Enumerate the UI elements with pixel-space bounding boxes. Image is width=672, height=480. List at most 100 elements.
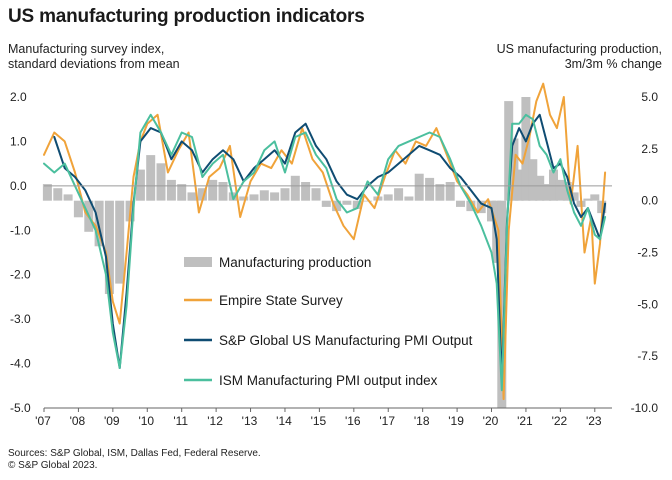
- production-bar: [497, 200, 507, 408]
- production-bar: [63, 194, 73, 201]
- x-tick-label: '08: [70, 414, 86, 428]
- left-tick-label: -3.0: [10, 312, 31, 326]
- production-bar: [504, 101, 514, 201]
- production-bar: [414, 173, 424, 201]
- production-bar: [363, 200, 373, 202]
- production-bar: [259, 190, 269, 201]
- survey-lines: [43, 82, 607, 401]
- right-axis-label: US manufacturing production, 3m/3m % cha…: [497, 42, 662, 72]
- production-bar: [270, 192, 280, 201]
- chart-title: US manufacturing production indicators: [8, 6, 365, 27]
- left-axis-label-line-1: Manufacturing survey index,: [8, 42, 165, 56]
- source-note: Sources: S&P Global, ISM, Dallas Fed, Fe…: [8, 448, 261, 472]
- source-line-1: Sources: S&P Global, ISM, Dallas Fed, Fe…: [8, 448, 261, 459]
- production-bar: [218, 182, 228, 201]
- production-bar: [542, 184, 552, 201]
- series-line-s-p-global-us-manufacturing-pmi-output: [53, 113, 607, 383]
- production-bar: [104, 200, 114, 294]
- right-tick-label: -5.0: [637, 297, 658, 311]
- x-tick-label: '20: [483, 414, 499, 428]
- production-bar: [135, 169, 145, 201]
- x-tick-label: '21: [517, 414, 533, 428]
- production-bar: [73, 200, 83, 218]
- x-tick-label: '23: [586, 414, 602, 428]
- production-bar: [42, 184, 52, 201]
- series-line-empire-state-survey: [43, 82, 607, 401]
- copyright-line: © S&P Global 2023.: [8, 460, 98, 471]
- x-tick-label: '17: [379, 414, 395, 428]
- x-tick-label: '07: [35, 414, 51, 428]
- x-tick-label: '22: [552, 414, 568, 428]
- production-bar: [290, 175, 300, 201]
- left-tick-label: 2.0: [10, 90, 27, 104]
- production-bar: [249, 194, 259, 201]
- left-tick-label: -1.0: [10, 223, 31, 237]
- legend-label: Manufacturing production: [219, 255, 371, 270]
- x-tick-label: '10: [138, 414, 154, 428]
- left-tick-label: -2.0: [10, 268, 31, 282]
- production-bar: [146, 155, 156, 201]
- production-bar: [187, 192, 197, 201]
- production-bar: [549, 169, 558, 201]
- production-bar: [321, 200, 331, 207]
- chart-axes: 2.0 1.0 0.0 -1.0 -2.0 -3.0 -4.0 -5.0 5.0 2.5 0.0 -2…: [10, 90, 658, 428]
- x-tick-label: '11: [173, 414, 188, 428]
- legend-label: ISM Manufacturing PMI output index: [219, 373, 438, 388]
- production-bar: [342, 200, 352, 205]
- right-tick-label: -2.5: [637, 246, 658, 260]
- right-tick-label: 2.5: [641, 142, 658, 156]
- right-tick-label: -7.5: [637, 349, 658, 363]
- production-bar: [425, 177, 435, 201]
- production-bar: [177, 184, 187, 201]
- right-tick-label: 0.0: [641, 194, 658, 208]
- production-bar: [280, 188, 290, 201]
- legend-label: Empire State Survey: [219, 293, 343, 308]
- production-bar: [528, 159, 538, 201]
- left-axis-label-line-2: standard deviations from mean: [8, 57, 180, 71]
- production-bar: [569, 192, 579, 201]
- production-bar: [208, 179, 218, 201]
- series-line-ism-manufacturing-pmi-output-index: [43, 113, 607, 392]
- left-tick-label: -4.0: [10, 357, 31, 371]
- left-axis-label: Manufacturing survey index, standard dev…: [8, 42, 180, 72]
- x-tick-label: '12: [207, 414, 223, 428]
- production-bar: [311, 188, 321, 201]
- production-bar: [301, 182, 311, 201]
- x-tick-label: '09: [104, 414, 120, 428]
- production-bar: [445, 182, 455, 201]
- legend-swatch-bar: [184, 257, 212, 267]
- production-bar: [394, 188, 404, 201]
- right-axis-label-line-1: US manufacturing production,: [496, 42, 662, 56]
- production-bar: [115, 200, 125, 284]
- production-bar: [535, 175, 545, 201]
- production-bar: [332, 200, 342, 212]
- production-bar: [239, 196, 249, 201]
- x-tick-label: '13: [242, 414, 258, 428]
- production-bar: [514, 169, 524, 201]
- production-bar: [383, 194, 393, 201]
- production-bar: [197, 188, 207, 201]
- x-tick-label: '19: [448, 414, 464, 428]
- x-tick-label: '16: [345, 414, 361, 428]
- production-bar: [156, 163, 166, 201]
- left-tick-label: 0.0: [10, 179, 27, 193]
- right-tick-label: -10.0: [631, 401, 659, 415]
- production-bar: [53, 188, 63, 201]
- production-bar: [404, 196, 414, 201]
- x-tick-label: '15: [311, 414, 327, 428]
- legend-label: S&P Global US Manufacturing PMI Output: [219, 333, 473, 348]
- production-bar: [492, 200, 502, 263]
- left-tick-label: 1.0: [10, 134, 27, 148]
- x-tick-label: '14: [276, 414, 292, 428]
- right-tick-label: 5.0: [641, 90, 658, 104]
- chart-legend: Manufacturing production Empire State Sur…: [184, 255, 473, 388]
- x-tick-label: '18: [414, 414, 430, 428]
- production-bar: [590, 194, 600, 201]
- production-bar: [555, 179, 565, 201]
- production-bar: [583, 198, 593, 201]
- right-axis-label-line-2: 3m/3m % change: [564, 57, 662, 71]
- production-bar: [435, 184, 445, 201]
- production-bar: [166, 179, 176, 201]
- production-bar: [456, 200, 465, 207]
